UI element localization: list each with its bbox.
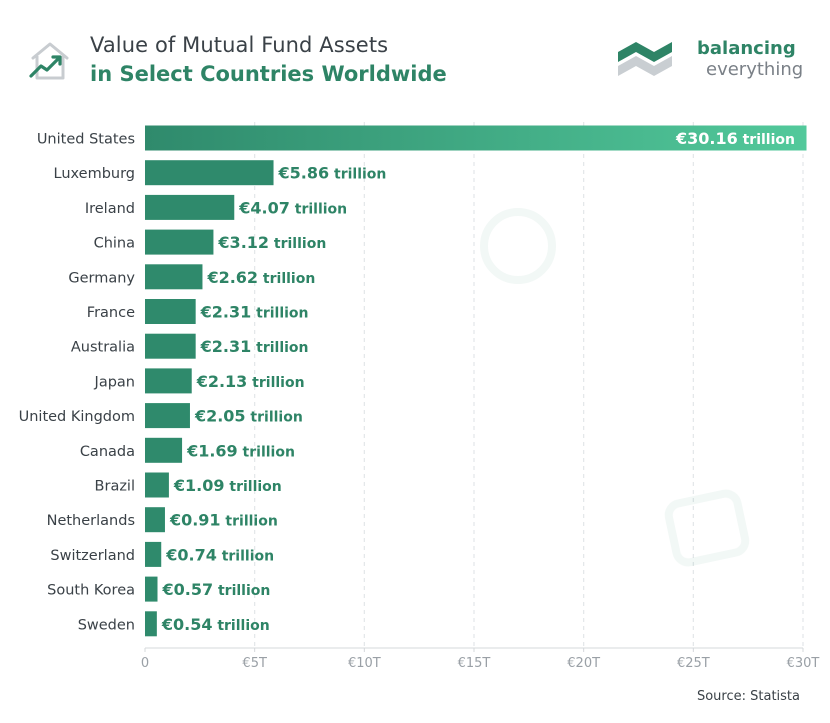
bar-australia	[145, 333, 196, 359]
value-label: €2.13 trillion	[196, 372, 305, 391]
category-label: Australia	[71, 340, 135, 356]
category-label: Japan	[94, 374, 135, 390]
bar-china	[145, 229, 214, 255]
category-label: Switzerland	[50, 548, 135, 564]
category-label: United Kingdom	[19, 409, 135, 425]
bar-japan	[145, 368, 192, 394]
x-tick-label: 0	[141, 656, 149, 671]
brand-name-line1: balancing	[697, 38, 796, 59]
x-tick-label: €20T	[567, 656, 600, 671]
x-tick-label: €15T	[458, 656, 491, 671]
value-label: €2.05 trillion	[194, 407, 303, 426]
value-label: €2.31 trillion	[200, 303, 309, 322]
category-label: Sweden	[78, 617, 135, 633]
category-label: France	[87, 305, 135, 321]
bar-germany	[145, 264, 203, 290]
x-tick-label: €30T	[787, 656, 820, 671]
brand-name-line2: everything	[706, 59, 804, 80]
x-tick-label: €25T	[677, 656, 710, 671]
house-chart-icon	[29, 42, 69, 80]
value-label: €1.69 trillion	[186, 441, 295, 460]
x-tick-label: €5T	[242, 656, 267, 671]
value-label: €2.31 trillion	[200, 337, 309, 356]
bar-switzerland	[145, 541, 162, 567]
value-label: €4.07 trillion	[238, 198, 347, 217]
bar-south-korea	[145, 576, 158, 602]
bar-sweden	[145, 611, 157, 637]
bar-united-states	[145, 125, 807, 151]
value-label: €0.54 trillion	[161, 615, 270, 634]
value-label: €3.12 trillion	[217, 233, 326, 252]
value-label: €0.91 trillion	[169, 511, 278, 530]
category-label: South Korea	[47, 583, 135, 599]
chart-title-line1: Value of Mutual Fund Assets	[90, 33, 389, 57]
category-label: Canada	[80, 444, 135, 460]
bar-united-kingdom	[145, 403, 190, 429]
balancing-everything-logo	[618, 42, 672, 76]
bar-brazil	[145, 472, 169, 498]
value-label: €30.16 trillion	[675, 129, 795, 148]
category-label: China	[94, 236, 135, 252]
value-label: €5.86 trillion	[278, 164, 387, 183]
category-label: Germany	[68, 270, 135, 286]
bar-luxemburg	[145, 160, 274, 186]
bar-canada	[145, 437, 183, 463]
value-label: €0.57 trillion	[162, 580, 271, 599]
value-label: €1.09 trillion	[173, 476, 282, 495]
value-label: €0.74 trillion	[165, 545, 274, 564]
category-label: Ireland	[85, 201, 135, 217]
value-label: €2.62 trillion	[206, 268, 315, 287]
category-label: Netherlands	[47, 513, 135, 529]
chart-title-line2: in Select Countries Worldwide	[90, 62, 447, 86]
category-label: Luxemburg	[54, 166, 136, 182]
category-label: United States	[37, 132, 135, 148]
bar-netherlands	[145, 507, 165, 533]
bar-france	[145, 299, 196, 324]
source-note: Source: Statista	[696, 689, 800, 704]
category-label: Brazil	[95, 479, 135, 495]
x-tick-label: €10T	[348, 656, 381, 671]
bar-ireland	[145, 194, 235, 220]
